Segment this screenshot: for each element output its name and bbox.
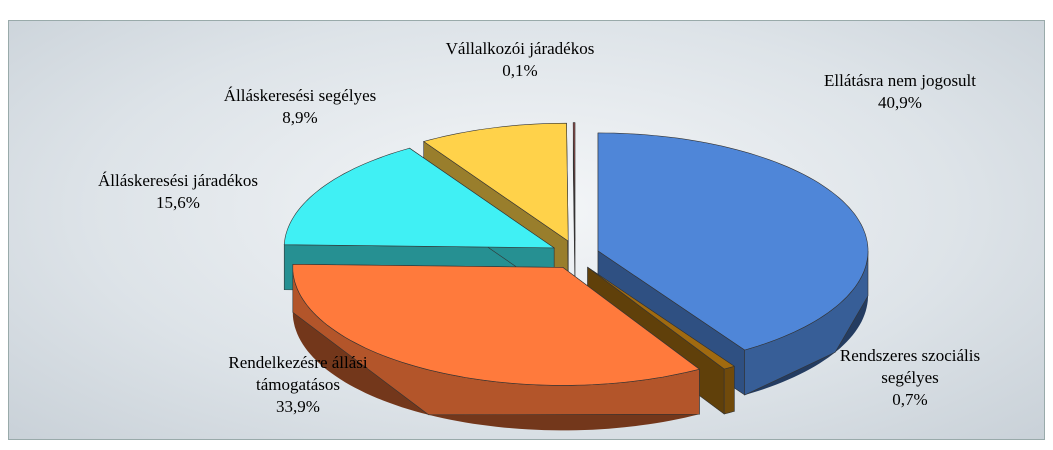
slice-label: Álláskeresési segélyes 8,9% (190, 85, 410, 129)
category-label: Álláskeresési segélyes (223, 86, 377, 105)
slice-label: Vállalkozói járadékos 0,1% (400, 38, 640, 82)
value-label: 0,7% (892, 390, 928, 409)
slice-top (587, 267, 736, 370)
slice-top (597, 132, 869, 351)
slice-side (723, 365, 735, 415)
value-label: 15,6% (156, 193, 200, 212)
value-label: 33,9% (276, 397, 320, 416)
category-label: Álláskeresési járadékos (97, 171, 259, 190)
category-label: Rendelkezésre állási támogatásos (228, 353, 368, 394)
slice-label: Rendelkezésre állási támogatásos 33,9% (198, 352, 398, 418)
slice-label: Rendszeres szociális segélyes 0,7% (835, 345, 985, 411)
slice-top (572, 122, 576, 241)
category-label: Vállalkozói járadékos (445, 39, 595, 58)
slice-label: Álláskeresési járadékos 15,6% (58, 170, 298, 214)
value-label: 8,9% (282, 108, 318, 127)
slice-label: Ellátásra nem jogosult 40,9% (790, 70, 1010, 114)
category-label: Rendszeres szociális segélyes (839, 346, 981, 387)
slice-top (283, 147, 556, 249)
slice (572, 122, 576, 286)
slice (292, 263, 701, 431)
slice-top (422, 122, 569, 242)
value-label: 40,9% (878, 93, 922, 112)
value-label: 0,1% (502, 61, 538, 80)
category-label: Ellátásra nem jogosult (823, 71, 977, 90)
slice-top (292, 263, 701, 386)
